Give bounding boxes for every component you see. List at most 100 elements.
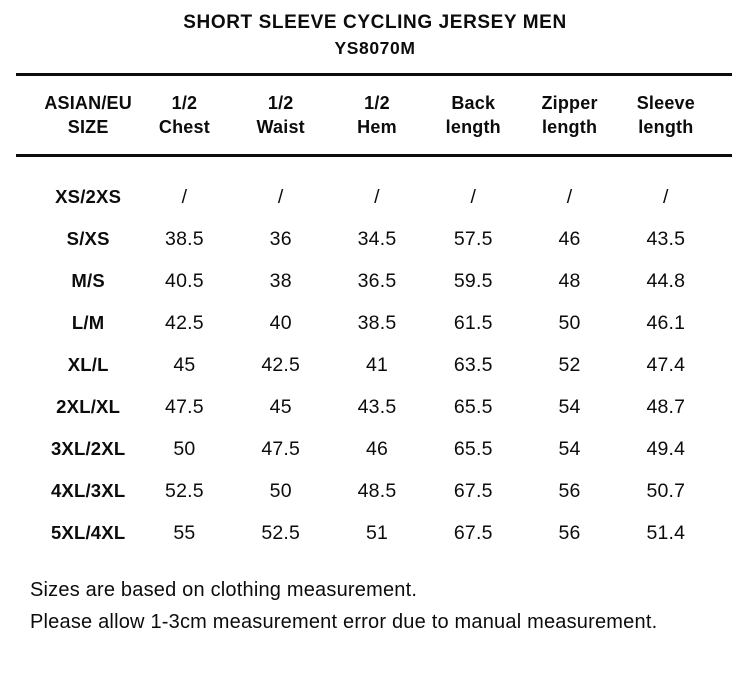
column-header-hem: 1/2 Hem bbox=[329, 91, 425, 139]
product-code: YS8070M bbox=[334, 38, 416, 58]
value-cell: 50.7 bbox=[646, 479, 686, 502]
value-cell: 38.5 bbox=[357, 311, 397, 334]
column-header-back-length: Back length bbox=[425, 91, 521, 139]
size-cell: 5XL/4XL bbox=[50, 522, 126, 543]
value-cell: 34.5 bbox=[357, 227, 397, 250]
column-header-label: 1/2 bbox=[267, 93, 294, 113]
table-row: XL/L 45 42.5 41 63.5 52 47.4 bbox=[40, 344, 714, 386]
value-cell: 48.7 bbox=[646, 395, 686, 418]
footnote-measurement-basis: Sizes are based on clothing measurement. bbox=[30, 579, 418, 601]
table-body: XS/2XS / / / / / / S/XS 38.5 36 34.5 57.… bbox=[40, 176, 714, 554]
column-header-zipper-length: Zipper length bbox=[521, 91, 617, 139]
column-header-sleeve-length: Sleeve length bbox=[618, 91, 714, 139]
value-cell: 38.5 bbox=[165, 227, 204, 250]
value-cell: 43.5 bbox=[357, 395, 397, 418]
column-header-label: Hem bbox=[357, 117, 397, 137]
value-cell: / bbox=[277, 185, 284, 208]
value-cell: 46.1 bbox=[646, 311, 686, 334]
value-cell: 36.5 bbox=[357, 269, 397, 292]
table-row: 5XL/4XL 55 52.5 51 67.5 56 51.4 bbox=[40, 512, 714, 554]
column-header-label: SIZE bbox=[67, 117, 109, 137]
size-cell: 3XL/2XL bbox=[50, 438, 126, 459]
table-row: 3XL/2XL 50 47.5 46 65.5 54 49.4 bbox=[40, 428, 714, 470]
column-header-label: Zipper bbox=[541, 93, 598, 113]
value-cell: 40 bbox=[269, 311, 292, 334]
column-header-label: 1/2 bbox=[364, 93, 390, 113]
value-cell: 40.5 bbox=[165, 269, 204, 292]
value-cell: / bbox=[566, 185, 573, 208]
value-cell: 54 bbox=[558, 437, 581, 460]
value-cell: 48.5 bbox=[357, 479, 397, 502]
value-cell: 45 bbox=[173, 353, 196, 376]
table-row: XS/2XS / / / / / / bbox=[40, 176, 714, 218]
size-cell: S/XS bbox=[66, 228, 110, 249]
value-cell: / bbox=[470, 185, 477, 208]
divider-top bbox=[16, 73, 732, 76]
value-cell: 41 bbox=[365, 353, 389, 376]
value-cell: / bbox=[374, 185, 380, 208]
column-header-label: Sleeve bbox=[636, 93, 695, 113]
value-cell: 51.4 bbox=[646, 521, 686, 544]
value-cell: 51 bbox=[365, 521, 389, 544]
value-cell: 36 bbox=[269, 227, 292, 250]
value-cell: 54 bbox=[558, 395, 581, 418]
value-cell: 49.4 bbox=[646, 437, 686, 460]
value-cell: 61.5 bbox=[453, 311, 493, 334]
column-header-label: Waist bbox=[256, 117, 305, 137]
size-cell: XS/2XS bbox=[55, 186, 122, 207]
value-cell: 67.5 bbox=[453, 479, 493, 502]
size-cell: XL/L bbox=[67, 354, 109, 375]
value-cell: 47.4 bbox=[646, 353, 686, 376]
value-cell: 42.5 bbox=[261, 353, 301, 376]
column-header-label: length bbox=[638, 117, 694, 137]
value-cell: 50 bbox=[558, 311, 581, 334]
column-header-label: Chest bbox=[158, 117, 210, 137]
value-cell: 50 bbox=[269, 479, 292, 502]
table-row: 2XL/XL 47.5 45 43.5 65.5 54 48.7 bbox=[40, 386, 714, 428]
size-cell: M/S bbox=[71, 270, 105, 291]
value-cell: / bbox=[181, 185, 188, 208]
value-cell: 48 bbox=[558, 269, 581, 292]
value-cell: 65.5 bbox=[453, 395, 493, 418]
value-cell: 57.5 bbox=[453, 227, 493, 250]
divider-header bbox=[16, 154, 732, 157]
column-header-waist: 1/2 Waist bbox=[233, 91, 329, 139]
size-cell: 2XL/XL bbox=[56, 396, 121, 417]
value-cell: 63.5 bbox=[453, 353, 493, 376]
value-cell: / bbox=[663, 185, 669, 208]
value-cell: 47.5 bbox=[261, 437, 301, 460]
table-header-row: ASIAN/EU SIZE 1/2 Chest 1/2 Waist 1/2 He… bbox=[40, 76, 714, 154]
size-cell: 4XL/3XL bbox=[50, 480, 126, 501]
value-cell: 46 bbox=[558, 227, 581, 250]
table-row: L/M 42.5 40 38.5 61.5 50 46.1 bbox=[40, 302, 714, 344]
column-header-label: length bbox=[541, 117, 598, 137]
value-cell: 59.5 bbox=[453, 269, 493, 292]
value-cell: 67.5 bbox=[453, 521, 493, 544]
column-header-label: ASIAN/EU bbox=[44, 93, 132, 113]
value-cell: 52.5 bbox=[165, 479, 204, 502]
value-cell: 42.5 bbox=[165, 311, 204, 334]
value-cell: 44.8 bbox=[646, 269, 686, 292]
column-header-chest: 1/2 Chest bbox=[136, 91, 232, 139]
value-cell: 47.5 bbox=[165, 395, 204, 418]
value-cell: 38 bbox=[269, 269, 292, 292]
column-header-label: length bbox=[445, 117, 501, 137]
table-row: 4XL/3XL 52.5 50 48.5 67.5 56 50.7 bbox=[40, 470, 714, 512]
size-chart-page: SHORT SLEEVE CYCLING JERSEY MEN YS8070M … bbox=[0, 12, 750, 638]
value-cell: 55 bbox=[173, 521, 196, 544]
footnote-measurement-error: Please allow 1-3cm measurement error due… bbox=[30, 611, 658, 633]
value-cell: 56 bbox=[558, 521, 581, 544]
value-cell: 50 bbox=[173, 437, 196, 460]
column-header-label: 1/2 bbox=[171, 93, 198, 113]
footnotes: Sizes are based on clothing measurement.… bbox=[30, 574, 750, 638]
table-row: S/XS 38.5 36 34.5 57.5 46 43.5 bbox=[40, 218, 714, 260]
value-cell: 52 bbox=[558, 353, 581, 376]
value-cell: 65.5 bbox=[453, 437, 493, 460]
table-row: M/S 40.5 38 36.5 59.5 48 44.8 bbox=[40, 260, 714, 302]
page-title: SHORT SLEEVE CYCLING JERSEY MEN bbox=[183, 12, 567, 33]
value-cell: 43.5 bbox=[646, 227, 686, 250]
value-cell: 52.5 bbox=[261, 521, 301, 544]
column-header-size: ASIAN/EU SIZE bbox=[40, 91, 136, 139]
value-cell: 56 bbox=[558, 479, 581, 502]
column-header-label: Back bbox=[451, 93, 496, 113]
